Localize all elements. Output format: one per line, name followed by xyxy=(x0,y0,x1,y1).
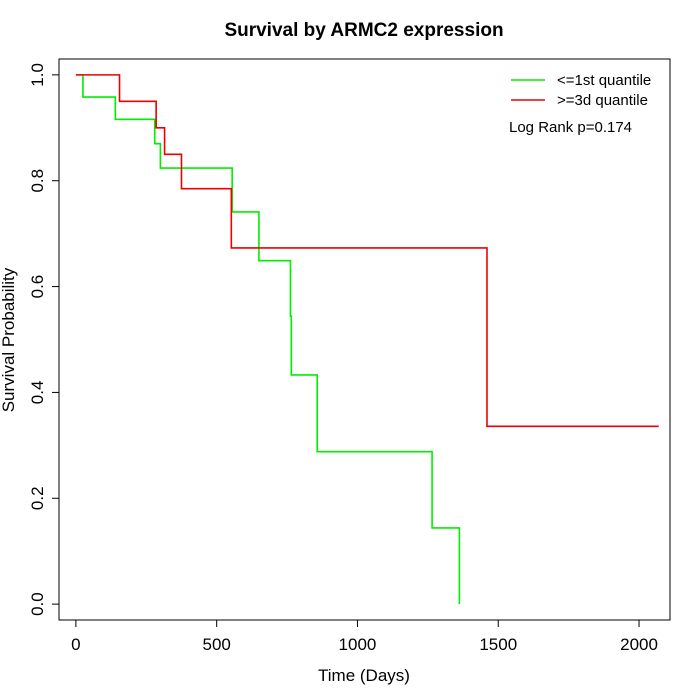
survival-curve-high xyxy=(75,74,659,428)
y-axis: 0.0 0.2 0.4 0.6 0.8 1.0 xyxy=(28,63,59,616)
x-tick-label: 0 xyxy=(71,635,80,654)
y-tick-label: 0.8 xyxy=(28,169,47,193)
y-tick-label: 0.2 xyxy=(28,486,47,510)
y-tick-label: 0.4 xyxy=(28,381,47,405)
survival-curves xyxy=(75,74,659,605)
x-axis: 0 500 1000 1500 2000 xyxy=(71,620,658,654)
x-axis-title: Time (Days) xyxy=(318,666,410,685)
legend-label: >=3d quantile xyxy=(557,92,648,109)
legend-label: <=1st quantile xyxy=(557,72,651,89)
y-tick-label: 0.6 xyxy=(28,275,47,299)
y-tick-label: 0.0 xyxy=(28,592,47,616)
x-tick-label: 500 xyxy=(202,635,230,654)
x-tick-label: 2000 xyxy=(620,635,658,654)
y-axis-title: Survival Probability xyxy=(0,267,18,412)
chart-title: Survival by ARMC2 expression xyxy=(224,20,503,41)
x-tick-label: 1500 xyxy=(479,635,517,654)
y-tick-label: 1.0 xyxy=(28,63,47,87)
x-tick-label: 1000 xyxy=(339,635,377,654)
log-rank-annotation: Log Rank p=0.174 xyxy=(509,119,632,136)
survival-curve-low xyxy=(75,74,461,605)
legend: <=1st quantile >=3d quantile xyxy=(511,72,651,109)
plot-frame xyxy=(58,58,671,621)
